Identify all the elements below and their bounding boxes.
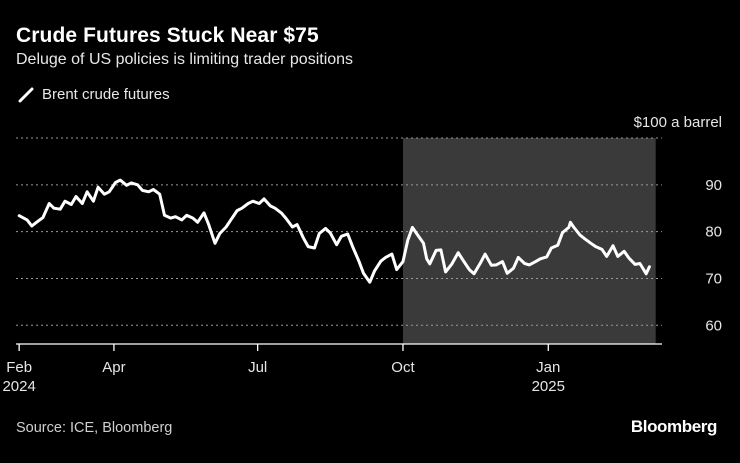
x-tick-label: Apr (102, 359, 125, 376)
y-tick-label: 70 (705, 270, 722, 287)
series-line-brent (17, 178, 651, 284)
legend-line-icon (18, 87, 34, 102)
x-tick-year-label: 2025 (532, 378, 565, 395)
chart-subtitle: Deluge of US policies is limiting trader… (16, 51, 354, 68)
legend-label: Brent crude futures (42, 86, 170, 103)
y-axis-unit-label: $100 a barrel (634, 114, 722, 131)
bloomberg-logo: Bloomberg (630, 417, 718, 436)
shaded-period (402, 138, 656, 344)
y-tick-label: 80 (705, 224, 722, 241)
chart-title: Crude Futures Stuck Near $75 (16, 24, 319, 47)
y-tick-label: 60 (705, 317, 722, 334)
legend: Brent crude futures (18, 86, 170, 103)
y-tick-label: 90 (705, 177, 722, 194)
source-note: Source: ICE, Bloomberg (16, 420, 173, 436)
x-tick-label: Oct (391, 359, 415, 376)
x-tick-label: Feb (6, 359, 32, 376)
x-tick-label: Jan (536, 359, 560, 376)
x-tick-label: Jul (248, 359, 267, 376)
x-tick-year-label: 2024 (2, 378, 35, 395)
